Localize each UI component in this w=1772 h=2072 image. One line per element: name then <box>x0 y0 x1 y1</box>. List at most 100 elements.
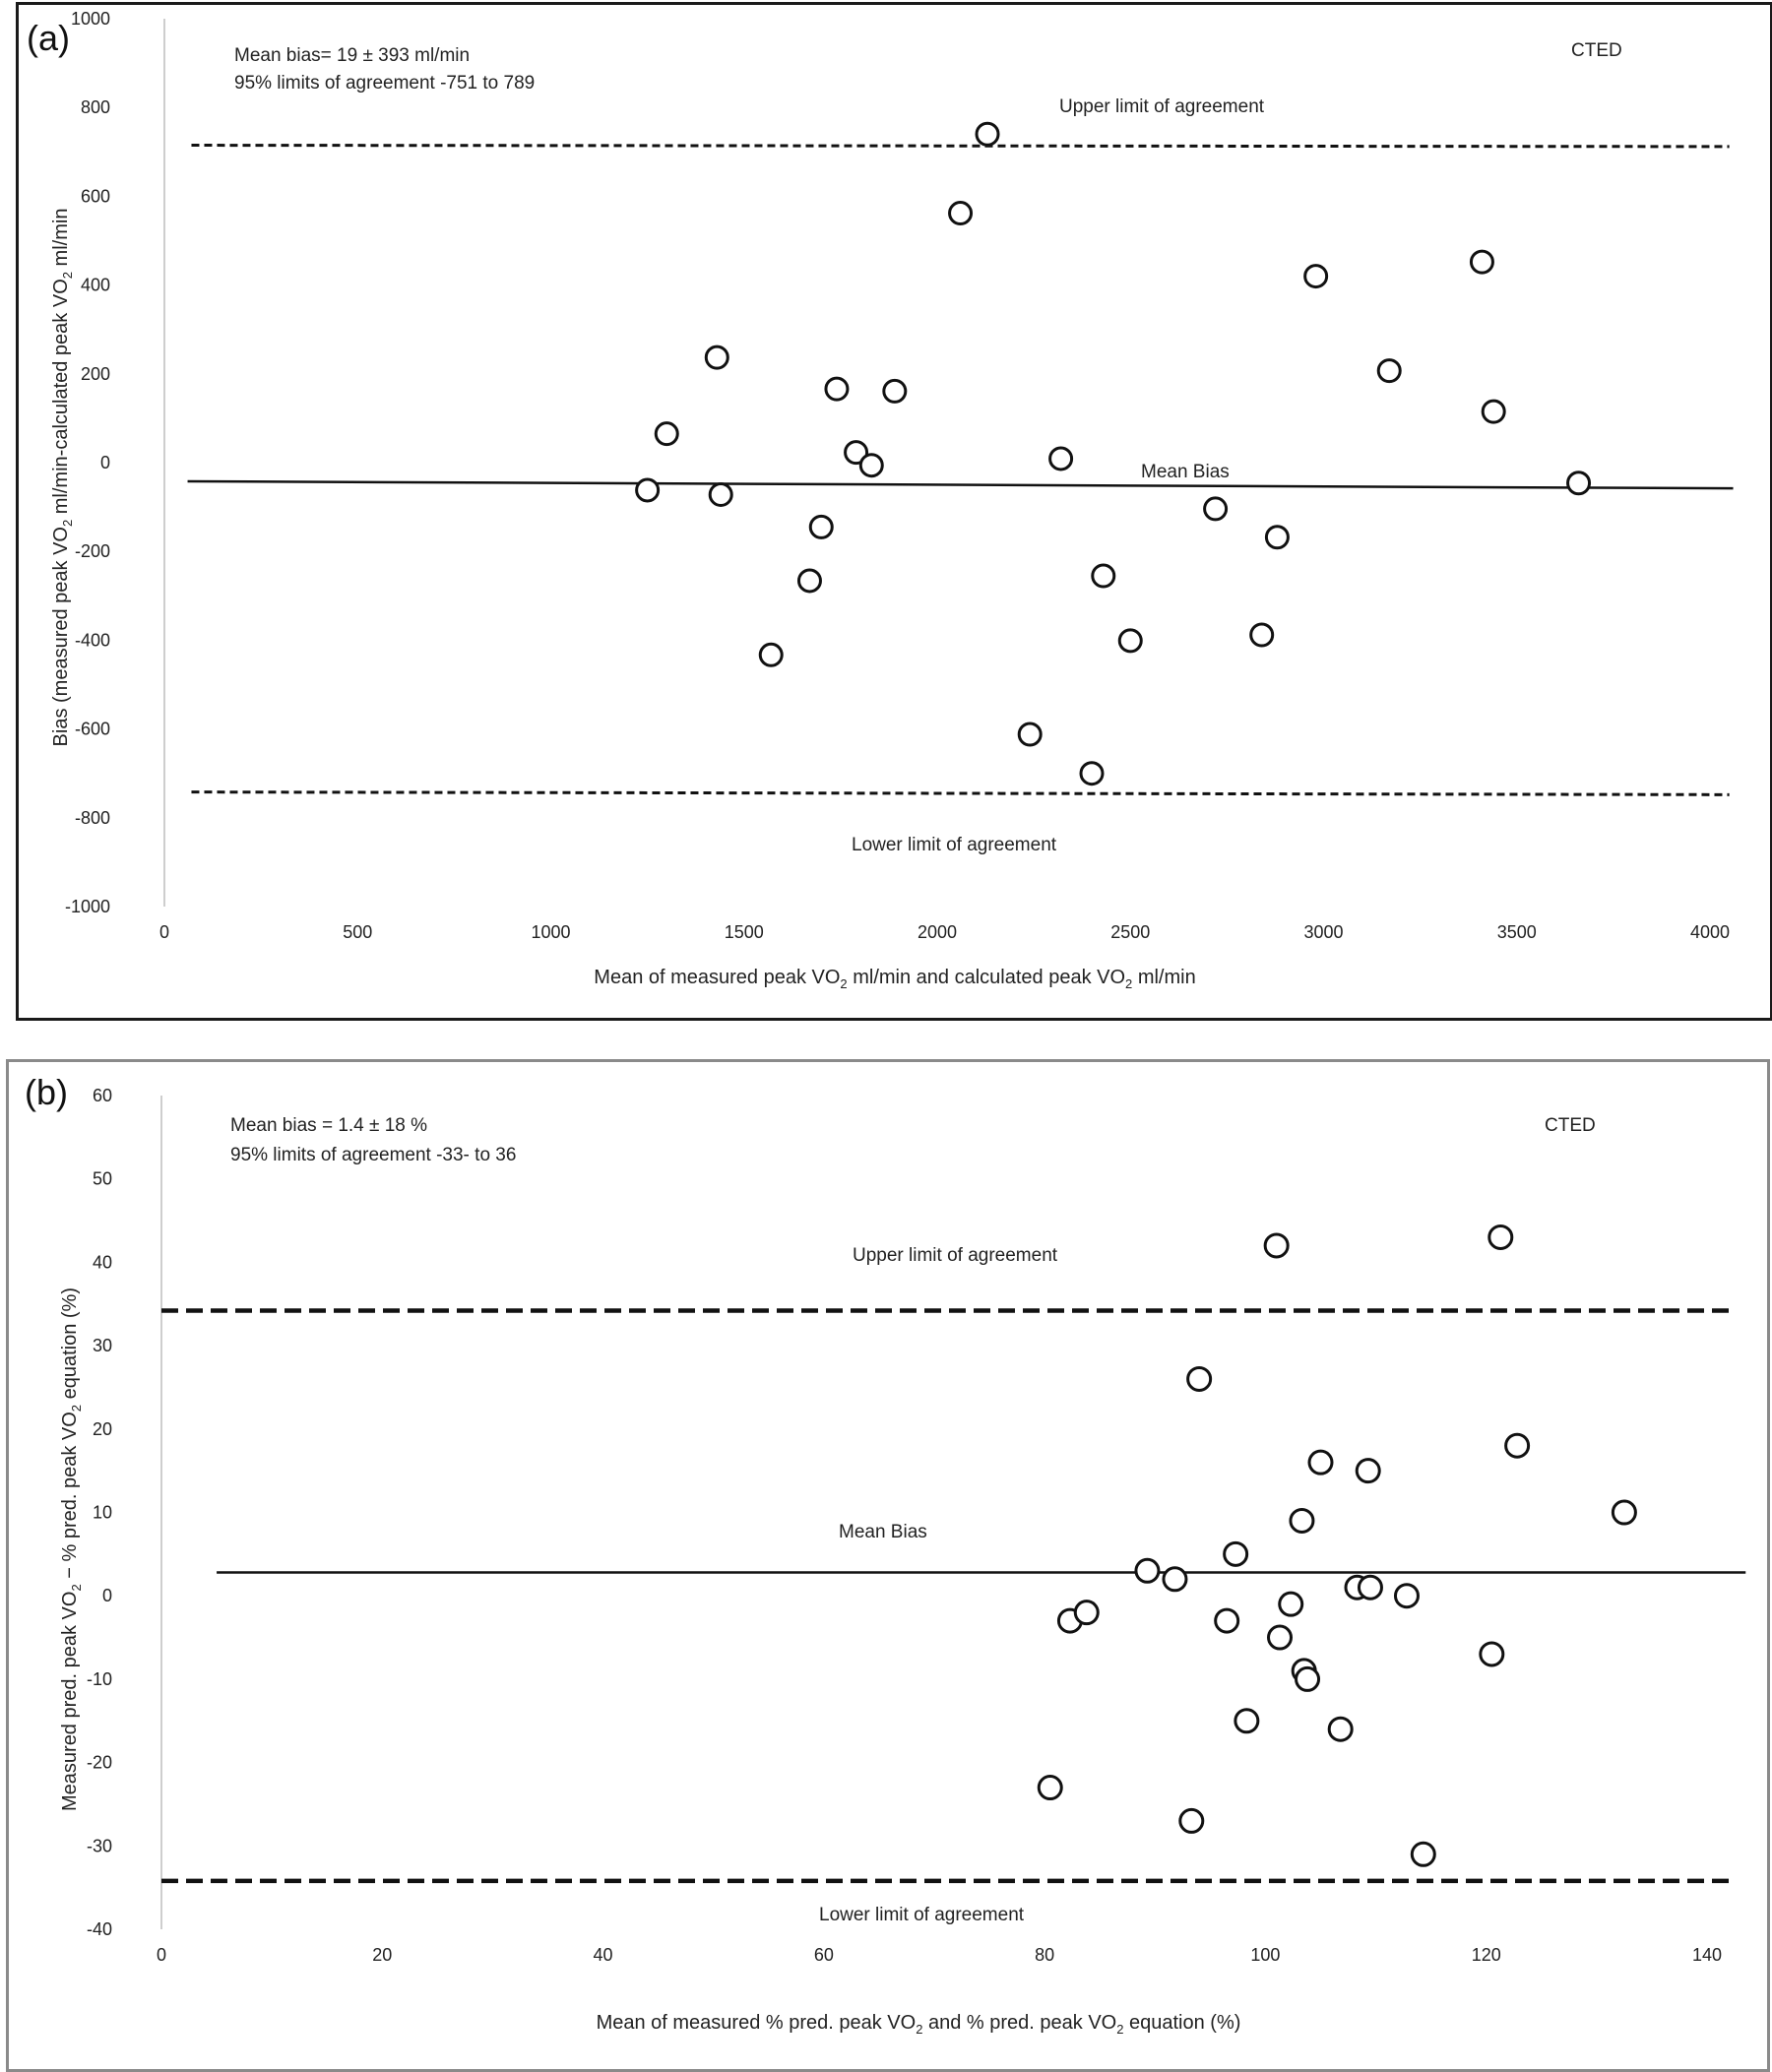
x-tick-label: 120 <box>1472 1945 1501 1965</box>
y-tick-label: 50 <box>93 1169 112 1189</box>
upper-limit-line <box>191 144 1730 149</box>
data-point <box>844 440 869 466</box>
x-tick-label: 2000 <box>918 922 957 942</box>
y-tick-label: 1000 <box>71 9 110 29</box>
data-point <box>1091 563 1116 589</box>
data-point <box>1504 1432 1531 1459</box>
data-point <box>1487 1224 1514 1250</box>
y-tick-label: -800 <box>75 808 110 828</box>
y-tick-label: 20 <box>93 1419 112 1439</box>
lower-limit-label: Lower limit of agreement <box>819 1905 1025 1925</box>
x-tick-label: 80 <box>1035 1945 1054 1965</box>
data-point <box>882 378 908 404</box>
x-tick-label: 3500 <box>1497 922 1537 942</box>
y-tick-label: 400 <box>81 276 110 295</box>
data-point <box>1162 1566 1188 1593</box>
data-point <box>1264 525 1290 550</box>
data-point <box>1327 1716 1354 1742</box>
data-point <box>1295 1665 1321 1692</box>
data-point <box>1249 622 1275 648</box>
data-point <box>1307 1449 1334 1476</box>
data-point <box>1481 399 1506 424</box>
x-tick-label: 0 <box>159 922 169 942</box>
data-point <box>1214 1607 1240 1634</box>
data-point <box>1289 1507 1315 1534</box>
lower-limit-line <box>191 790 1730 796</box>
y-tick-label: -1000 <box>65 897 110 916</box>
data-point <box>1355 1458 1381 1484</box>
data-point <box>1117 628 1143 654</box>
y-tick-label: 10 <box>93 1503 112 1523</box>
data-point <box>1303 264 1329 289</box>
stat-line-2: 95% limits of agreement -33- to 36 <box>230 1145 516 1165</box>
x-tick-label: 4000 <box>1690 922 1730 942</box>
chart-b: (b) Mean bias = 1.4 ± 18 % 95% limits of… <box>25 1072 1746 2037</box>
data-point <box>1479 1641 1505 1667</box>
data-point <box>1186 1365 1213 1392</box>
panel-b: (b) Mean bias = 1.4 ± 18 % 95% limits of… <box>6 1059 1770 2072</box>
data-point <box>858 453 884 478</box>
y-tick-label: 600 <box>81 186 110 206</box>
stat-line-1: Mean bias = 1.4 ± 18 % <box>230 1115 427 1136</box>
panel-a: (a) Mean bias= 19 ± 393 ml/min 95% limit… <box>16 2 1772 1021</box>
data-point <box>824 376 850 402</box>
panel-label: (b) <box>25 1072 68 1112</box>
mean-bias-label: Mean Bias <box>839 1522 927 1542</box>
data-point <box>1037 1775 1063 1801</box>
data-point <box>1410 1841 1436 1867</box>
data-point <box>1376 358 1402 384</box>
chart-a: (a) Mean bias= 19 ± 393 ml/min 95% limit… <box>27 9 1734 991</box>
data-point <box>704 345 729 370</box>
data-point <box>1134 1557 1161 1584</box>
data-point <box>1017 722 1043 747</box>
y-tick-label: 40 <box>93 1252 112 1272</box>
data-point <box>635 477 661 503</box>
y-tick-label: -400 <box>75 630 110 650</box>
x-tick-label: 3000 <box>1303 922 1343 942</box>
mean-bias-line <box>187 479 1734 490</box>
data-point <box>975 121 1000 147</box>
x-tick-label: 1500 <box>725 922 764 942</box>
mean-bias-label: Mean Bias <box>1141 462 1230 482</box>
stat-line-1: Mean bias= 19 ± 393 ml/min <box>234 45 470 66</box>
y-axis-title: Measured pred. peak VO2 − % pred. peak V… <box>59 1287 84 1811</box>
upper-limit-label: Upper limit of agreement <box>853 1245 1058 1266</box>
data-point <box>654 421 679 447</box>
y-tick-label: 0 <box>100 453 110 472</box>
data-point <box>1048 446 1074 471</box>
data-point <box>1203 496 1229 522</box>
lower-limit-label: Lower limit of agreement <box>852 835 1057 855</box>
group-label: CTED <box>1571 40 1622 61</box>
y-tick-label: 30 <box>93 1336 112 1355</box>
data-point <box>1267 1624 1294 1651</box>
data-point <box>1278 1591 1304 1617</box>
y-tick-label: 200 <box>81 364 110 384</box>
panel-label: (a) <box>27 18 70 58</box>
stat-line-2: 95% limits of agreement -751 to 789 <box>234 73 535 94</box>
data-point <box>1357 1574 1383 1601</box>
data-point <box>1611 1499 1637 1526</box>
data-point <box>1393 1583 1420 1609</box>
y-tick-label: -600 <box>75 720 110 739</box>
x-tick-label: 1000 <box>531 922 570 942</box>
x-tick-label: 500 <box>343 922 372 942</box>
x-tick-label: 60 <box>814 1945 834 1965</box>
data-point <box>708 481 733 507</box>
data-point <box>808 514 834 539</box>
x-tick-label: 140 <box>1692 1945 1722 1965</box>
x-tick-label: 40 <box>594 1945 613 1965</box>
data-point <box>1223 1540 1249 1567</box>
y-tick-label: -30 <box>87 1836 112 1855</box>
data-point <box>1079 761 1105 786</box>
data-point <box>1178 1807 1205 1834</box>
upper-limit-label: Upper limit of agreement <box>1059 96 1265 117</box>
data-point <box>796 568 822 594</box>
x-axis-title: Mean of measured % pred. peak VO2 and % … <box>597 2012 1241 2037</box>
data-point <box>758 642 784 667</box>
data-point <box>1263 1232 1290 1259</box>
x-tick-label: 0 <box>157 1945 166 1965</box>
data-point <box>1469 249 1494 275</box>
y-tick-label: 60 <box>93 1086 112 1105</box>
y-tick-label: -40 <box>87 1919 112 1939</box>
y-tick-label: -10 <box>87 1669 112 1689</box>
